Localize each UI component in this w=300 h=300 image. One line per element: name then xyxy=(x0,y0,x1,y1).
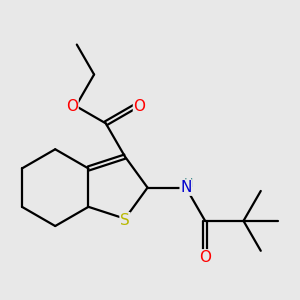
Text: O: O xyxy=(199,250,211,265)
Text: O: O xyxy=(134,99,146,114)
Text: O: O xyxy=(66,99,78,114)
Text: H: H xyxy=(184,176,193,190)
Text: N: N xyxy=(180,180,192,195)
Text: S: S xyxy=(120,213,130,228)
